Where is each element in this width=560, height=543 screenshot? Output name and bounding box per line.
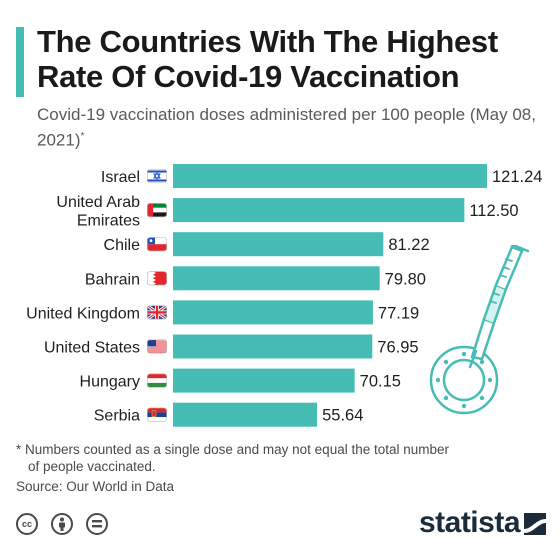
category-label: Chile [104,237,141,254]
category-label: United Arab Emirates [56,194,140,230]
uae-flag-icon [147,203,168,218]
category-label: Bahrain [85,271,140,288]
chart-subtitle: Covid-19 vaccination doses administered … [37,104,552,152]
chile-flag-icon [147,237,168,252]
accent-bar [16,27,24,97]
bar-row: 77.19 United Kingdom [26,300,419,325]
category-label: United States [44,340,140,357]
footnote-line-1: * Numbers counted as a single dose and m… [16,442,450,457]
bar [173,300,373,325]
bar-row: 76.95 United States [44,334,419,359]
bar [173,334,373,359]
bar [173,232,384,257]
bar-row: 81.22 Chile [104,232,430,257]
footnote: * Numbers counted as a single dose and m… [16,441,516,475]
bar-row: 121.24 Israel [101,164,542,188]
value-label: 77.19 [378,304,419,322]
attribution-icon[interactable] [51,513,73,535]
syringe-illustration [429,245,530,415]
source-note: Source: Our World in Data [16,479,175,494]
equals-icon [92,520,102,528]
bar [173,368,355,393]
value-label: 79.80 [385,270,426,288]
bar [173,266,380,291]
statista-logo-mark-icon [524,513,546,535]
bar [173,402,318,427]
value-label: 112.50 [469,202,518,220]
subtitle-text: Covid-19 vaccination doses administered … [37,105,536,150]
footnote-line-2: of people vaccinated. [28,459,156,474]
bar-row: 79.80 Bahrain [85,266,426,291]
bar-row: 70.15 Hungary [80,368,401,393]
bar-row: 55.64 Serbia [94,402,363,427]
value-label: 76.95 [377,339,418,357]
hungary-flag-icon [147,373,168,388]
bahrain-flag-icon [147,271,168,286]
bar [173,198,465,223]
bar [173,164,487,188]
category-label: Hungary [80,374,140,391]
value-label: 70.15 [360,373,401,391]
person-icon [59,517,65,531]
cc-icon[interactable]: cc [16,513,38,535]
value-label: 55.64 [322,407,363,425]
bar-row: 112.50 United Arab Emirates [56,194,518,230]
serbia-flag-icon [147,407,168,422]
category-label: Serbia [94,408,140,425]
category-label: United Kingdom [26,305,140,322]
israel-flag-icon [147,169,168,184]
category-label: Israel [101,169,140,186]
uk-flag-icon [147,305,168,320]
no-derivatives-icon[interactable] [86,513,108,535]
value-label: 121.24 [492,168,542,186]
us-flag-icon [147,339,168,354]
value-label: 81.22 [388,236,429,254]
cc-icon-text: cc [21,519,32,529]
subtitle-footnote-mark: * [80,131,85,142]
statista-logo[interactable]: statista [418,506,521,539]
chart-title: The Countries With The Highest Rate Of C… [37,24,498,94]
